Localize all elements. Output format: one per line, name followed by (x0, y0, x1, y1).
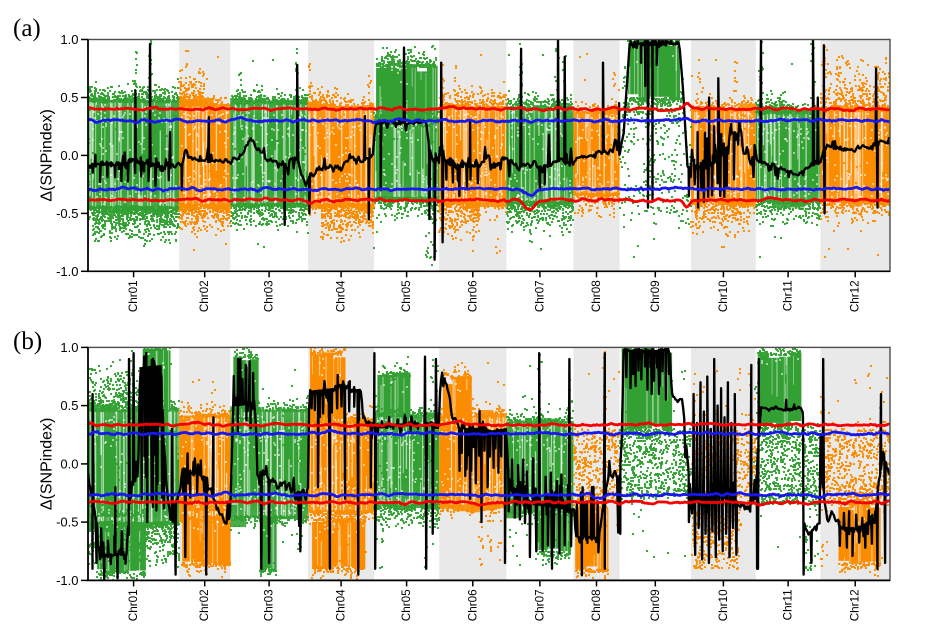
svg-text:0.0: 0.0 (60, 148, 78, 163)
svg-text:Chr07: Chr07 (533, 280, 546, 312)
svg-text:-0.5: -0.5 (56, 206, 78, 221)
svg-text:-1.0: -1.0 (56, 573, 78, 588)
svg-text:0.5: 0.5 (60, 90, 78, 105)
svg-text:Chr12: Chr12 (849, 589, 862, 621)
svg-text:Δ(SNPindex): Δ(SNPindex) (39, 418, 56, 511)
svg-text:Chr03: Chr03 (263, 589, 276, 621)
svg-text:(b): (b) (13, 328, 42, 355)
svg-text:0.0: 0.0 (60, 456, 78, 471)
svg-text:Chr12: Chr12 (849, 280, 862, 312)
svg-text:Chr11: Chr11 (782, 280, 795, 311)
svg-text:-0.5: -0.5 (56, 515, 78, 530)
svg-text:Chr04: Chr04 (335, 280, 348, 312)
svg-text:Chr02: Chr02 (198, 280, 211, 312)
svg-text:Chr08: Chr08 (590, 589, 603, 621)
svg-text:0.5: 0.5 (60, 398, 78, 413)
svg-text:Chr01: Chr01 (127, 280, 140, 312)
svg-text:Chr02: Chr02 (198, 589, 211, 621)
svg-text:1.0: 1.0 (60, 340, 78, 355)
svg-text:Chr07: Chr07 (533, 589, 546, 621)
svg-text:Chr05: Chr05 (400, 589, 413, 621)
svg-text:Chr04: Chr04 (335, 589, 348, 621)
svg-text:Chr10: Chr10 (717, 589, 730, 621)
svg-text:Chr06: Chr06 (466, 589, 479, 621)
svg-text:Δ(SNPindex): Δ(SNPindex) (39, 109, 56, 202)
svg-text:Chr09: Chr09 (649, 280, 662, 312)
svg-text:Chr10: Chr10 (717, 280, 730, 312)
svg-text:Chr11: Chr11 (782, 589, 795, 620)
svg-text:(a): (a) (13, 15, 41, 42)
svg-text:Chr08: Chr08 (590, 280, 603, 312)
svg-text:Chr06: Chr06 (466, 280, 479, 312)
svg-text:1.0: 1.0 (60, 32, 78, 47)
svg-text:Chr05: Chr05 (400, 280, 413, 312)
svg-text:Chr03: Chr03 (263, 280, 276, 312)
svg-text:-1.0: -1.0 (56, 264, 78, 279)
svg-text:Chr01: Chr01 (127, 589, 140, 621)
svg-text:Chr09: Chr09 (649, 589, 662, 621)
